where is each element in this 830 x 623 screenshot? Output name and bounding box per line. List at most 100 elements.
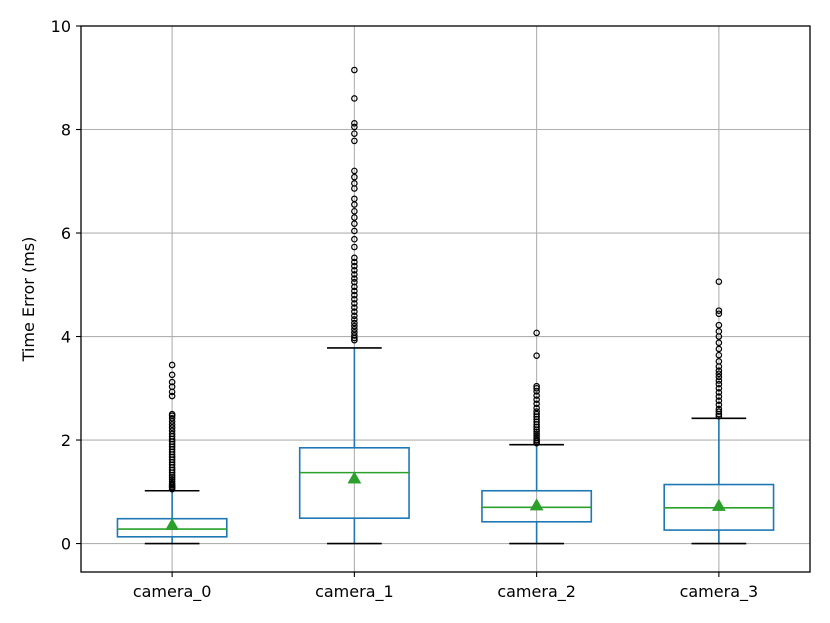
outlier-point xyxy=(168,371,176,379)
outlier-point xyxy=(168,476,176,483)
outlier-point xyxy=(533,434,540,442)
axes-layer: 0 2 4 6 8 10 camera_0 camera_1 camera_2 camera_3 xyxy=(51,17,811,602)
outlier-point xyxy=(533,400,540,408)
outlier-point xyxy=(715,310,723,318)
outlier-point xyxy=(351,262,358,270)
outlier-point xyxy=(168,414,176,422)
outlier-point xyxy=(351,319,358,327)
outlier-point xyxy=(351,243,358,251)
outlier-point xyxy=(715,339,723,347)
outlier-point xyxy=(351,287,358,295)
iqr-box xyxy=(481,489,593,523)
outlier-point xyxy=(351,329,358,336)
outlier-point xyxy=(715,307,723,314)
outlier-point xyxy=(351,291,358,299)
x-tick-label: camera_1 xyxy=(315,582,394,602)
outlier-point xyxy=(715,345,723,353)
outlier-point xyxy=(715,389,723,396)
outlier-point xyxy=(351,173,358,181)
outlier-point xyxy=(351,137,358,145)
outlier-point xyxy=(715,397,723,404)
outlier-point xyxy=(351,254,358,262)
outlier-point xyxy=(168,480,176,487)
outlier-point xyxy=(715,370,723,378)
outlier-point xyxy=(168,478,176,485)
box-camera_1 xyxy=(298,66,410,545)
outlier-point xyxy=(168,427,176,435)
outlier-point xyxy=(351,322,358,330)
outlier-point xyxy=(715,367,723,374)
mean-marker xyxy=(529,498,544,511)
outlier-point xyxy=(168,410,176,418)
outlier-point xyxy=(168,424,176,431)
y-tick-label: 0 xyxy=(61,535,71,554)
outlier-point xyxy=(351,300,358,307)
outlier-point xyxy=(351,336,358,344)
outlier-point xyxy=(351,207,358,215)
outlier-point xyxy=(351,180,358,187)
outlier-point xyxy=(715,393,723,400)
outlier-point xyxy=(715,401,723,409)
outlier-point xyxy=(715,358,723,365)
outlier-point xyxy=(351,119,358,127)
outlier-point xyxy=(533,382,540,390)
outlier-point xyxy=(351,325,358,333)
mean-marker xyxy=(711,498,726,511)
outlier-point xyxy=(351,167,358,175)
box-camera_3 xyxy=(663,278,775,545)
outlier-point xyxy=(351,95,358,102)
outlier-point xyxy=(715,412,723,420)
outlier-point xyxy=(351,227,358,235)
outlier-point xyxy=(715,328,723,335)
plot-frame xyxy=(80,25,811,573)
outlier-point xyxy=(715,405,723,413)
outlier-point xyxy=(351,275,358,282)
outlier-point xyxy=(533,436,540,444)
outlier-point xyxy=(351,271,358,278)
y-tick-label: 4 xyxy=(61,328,71,347)
x-tick-label: camera_3 xyxy=(680,582,759,602)
outlier-point xyxy=(351,332,358,339)
x-tick-label: camera_2 xyxy=(497,582,576,602)
outlier-point xyxy=(351,214,358,221)
outlier-point xyxy=(533,352,540,359)
outlier-point xyxy=(715,384,723,392)
outlier-point xyxy=(533,428,540,436)
y-tick-label: 10 xyxy=(51,17,71,36)
outlier-point xyxy=(168,430,176,438)
iqr-box xyxy=(298,446,410,519)
outlier-point xyxy=(533,396,540,403)
outlier-point xyxy=(351,312,358,320)
outlier-point xyxy=(351,130,358,137)
y-tick-label: 6 xyxy=(61,224,71,243)
outlier-point xyxy=(533,384,540,392)
outlier-point xyxy=(533,404,540,412)
outlier-point xyxy=(351,295,358,303)
mean-marker xyxy=(165,517,180,531)
outlier-point xyxy=(168,383,176,391)
outlier-point xyxy=(168,378,176,386)
outlier-point xyxy=(533,329,540,337)
outlier-point xyxy=(715,321,723,329)
outlier-point xyxy=(715,408,723,415)
mean-marker xyxy=(347,471,362,484)
y-tick-label: 8 xyxy=(61,121,71,140)
outlier-point xyxy=(351,283,358,291)
outlier-point xyxy=(715,351,723,359)
outlier-point xyxy=(351,220,358,227)
outlier-point xyxy=(351,235,358,243)
outlier-point xyxy=(351,258,358,266)
outlier-point xyxy=(533,430,540,438)
outlier-point xyxy=(168,473,176,481)
box-camera_2 xyxy=(481,329,593,545)
outlier-point xyxy=(351,304,358,311)
outlier-point xyxy=(715,380,723,388)
outlier-point xyxy=(715,278,723,285)
outlier-point xyxy=(533,432,540,440)
outlier-point xyxy=(351,266,358,274)
outlier-point xyxy=(168,361,176,369)
y-tick-label: 2 xyxy=(61,431,71,450)
outlier-point xyxy=(351,66,358,74)
x-tick-label: camera_0 xyxy=(133,582,212,602)
